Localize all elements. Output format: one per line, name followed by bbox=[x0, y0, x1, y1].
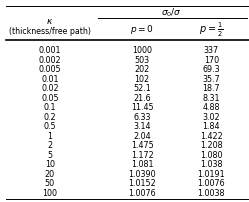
Text: 6.33: 6.33 bbox=[133, 112, 151, 121]
Text: 102: 102 bbox=[135, 74, 150, 83]
Text: 1.84: 1.84 bbox=[203, 122, 220, 130]
Text: 3.02: 3.02 bbox=[202, 112, 220, 121]
Text: 52.1: 52.1 bbox=[133, 84, 151, 93]
Text: 170: 170 bbox=[204, 55, 219, 64]
Text: 50: 50 bbox=[45, 178, 55, 187]
Text: 20: 20 bbox=[45, 169, 55, 178]
Text: $p = \frac{1}{2}$: $p = \frac{1}{2}$ bbox=[199, 20, 224, 38]
Text: 0.2: 0.2 bbox=[44, 112, 56, 121]
Text: 35.7: 35.7 bbox=[202, 74, 220, 83]
Text: 1: 1 bbox=[47, 131, 52, 140]
Text: 1.080: 1.080 bbox=[200, 150, 223, 159]
Text: 1.0076: 1.0076 bbox=[128, 188, 156, 197]
Text: 1.422: 1.422 bbox=[200, 131, 223, 140]
Text: (thickness/free path): (thickness/free path) bbox=[9, 27, 91, 36]
Text: 69.3: 69.3 bbox=[202, 65, 220, 74]
Text: 11.45: 11.45 bbox=[131, 103, 153, 112]
Text: 1.081: 1.081 bbox=[131, 159, 153, 168]
Text: 5: 5 bbox=[47, 150, 53, 159]
Text: 1.038: 1.038 bbox=[200, 159, 223, 168]
Text: 2: 2 bbox=[47, 141, 53, 149]
Text: 1.172: 1.172 bbox=[131, 150, 154, 159]
Text: 1.0152: 1.0152 bbox=[128, 178, 156, 187]
Text: 1.475: 1.475 bbox=[131, 141, 154, 149]
Text: 0.1: 0.1 bbox=[44, 103, 56, 112]
Text: $\kappa$: $\kappa$ bbox=[46, 17, 54, 26]
Text: $\sigma_0/\sigma$: $\sigma_0/\sigma$ bbox=[161, 7, 182, 19]
Text: 1.208: 1.208 bbox=[200, 141, 223, 149]
Text: 1.0076: 1.0076 bbox=[197, 178, 225, 187]
Text: 2.04: 2.04 bbox=[133, 131, 151, 140]
Text: 0.01: 0.01 bbox=[41, 74, 59, 83]
Text: 100: 100 bbox=[42, 188, 58, 197]
Text: 0.005: 0.005 bbox=[39, 65, 61, 74]
Text: 3.14: 3.14 bbox=[133, 122, 151, 130]
Text: 0.001: 0.001 bbox=[39, 46, 61, 55]
Text: 18.7: 18.7 bbox=[202, 84, 220, 93]
Text: $p = 0$: $p = 0$ bbox=[130, 23, 154, 36]
Text: 4.88: 4.88 bbox=[203, 103, 220, 112]
Text: 1.0038: 1.0038 bbox=[198, 188, 225, 197]
Text: 0.002: 0.002 bbox=[39, 55, 61, 64]
Text: 337: 337 bbox=[204, 46, 219, 55]
Text: 1.0390: 1.0390 bbox=[128, 169, 156, 178]
Text: 10: 10 bbox=[45, 159, 55, 168]
Text: 0.02: 0.02 bbox=[41, 84, 59, 93]
Text: 1.0191: 1.0191 bbox=[197, 169, 225, 178]
Text: 0.05: 0.05 bbox=[41, 93, 59, 102]
Text: 21.6: 21.6 bbox=[133, 93, 151, 102]
Text: 202: 202 bbox=[134, 65, 150, 74]
Text: 0.5: 0.5 bbox=[44, 122, 56, 130]
Text: 503: 503 bbox=[135, 55, 150, 64]
Text: 8.31: 8.31 bbox=[203, 93, 220, 102]
Text: 1000: 1000 bbox=[132, 46, 152, 55]
